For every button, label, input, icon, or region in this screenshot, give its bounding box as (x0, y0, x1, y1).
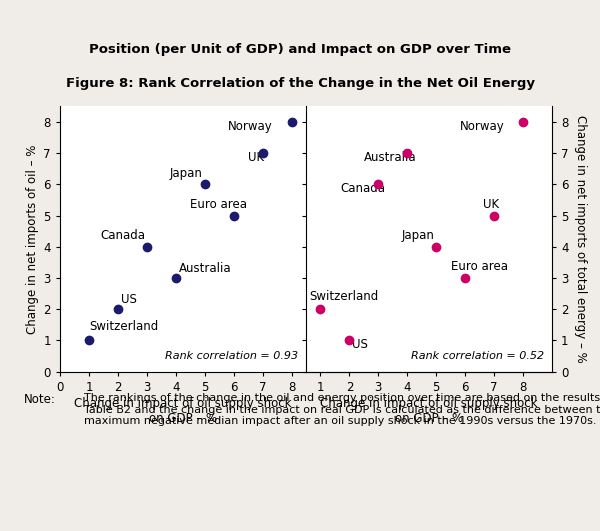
Text: Switzerland: Switzerland (309, 290, 378, 303)
X-axis label: Change in impact of oil supply shock
on GDP – %: Change in impact of oil supply shock on … (320, 397, 538, 424)
Text: US: US (121, 293, 137, 306)
Text: Australia: Australia (179, 262, 231, 275)
Text: US: US (352, 338, 368, 352)
X-axis label: Change in impact of oil supply shock
on GDP – %: Change in impact of oil supply shock on … (74, 397, 292, 424)
Text: Euro area: Euro area (451, 260, 508, 273)
Text: The rankings of the change in the oil and energy position over time are based on: The rankings of the change in the oil an… (84, 393, 600, 426)
Text: Switzerland: Switzerland (89, 320, 158, 332)
Y-axis label: Change in net imports of total energy – %: Change in net imports of total energy – … (574, 115, 587, 363)
Text: UK: UK (248, 151, 264, 164)
Text: Euro area: Euro area (190, 198, 247, 211)
Text: UK: UK (482, 198, 499, 211)
Y-axis label: Change in net imports of oil – %: Change in net imports of oil – % (26, 144, 40, 333)
Text: Canada: Canada (101, 229, 146, 242)
Text: Norway: Norway (460, 120, 504, 133)
Text: Rank correlation = 0.93: Rank correlation = 0.93 (166, 351, 299, 361)
Text: Rank correlation = 0.52: Rank correlation = 0.52 (412, 351, 545, 361)
Text: Canada: Canada (341, 182, 386, 195)
Text: Figure 8: Rank Correlation of the Change in the Net Oil Energy: Figure 8: Rank Correlation of the Change… (65, 78, 535, 90)
Text: Note:: Note: (24, 393, 56, 406)
Text: Japan: Japan (170, 167, 203, 179)
Text: Norway: Norway (228, 120, 272, 133)
Text: Australia: Australia (364, 151, 416, 164)
Text: Japan: Japan (401, 229, 434, 242)
Text: Position (per Unit of GDP) and Impact on GDP over Time: Position (per Unit of GDP) and Impact on… (89, 43, 511, 56)
